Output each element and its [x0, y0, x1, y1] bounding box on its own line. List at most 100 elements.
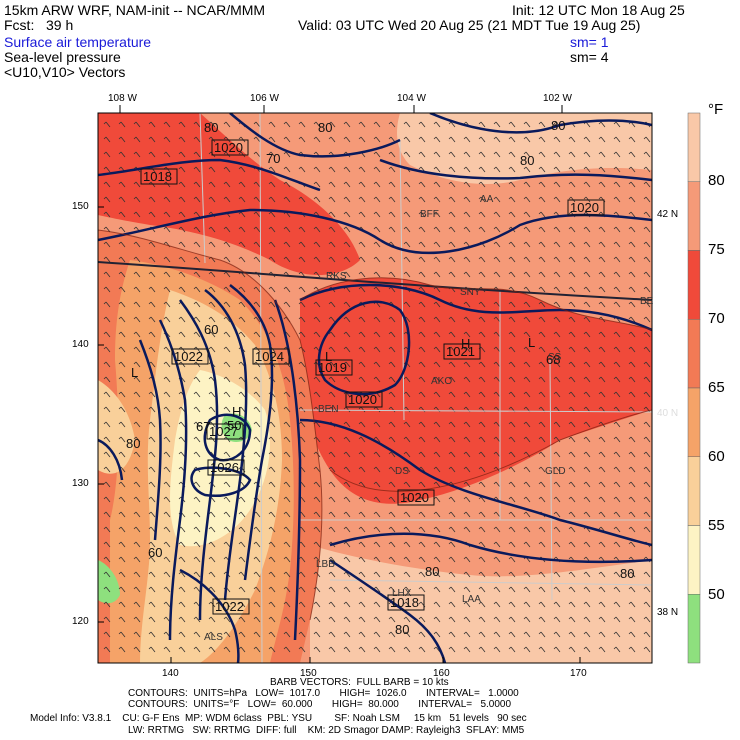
wind-barb — [418, 586, 426, 593]
wind-barb — [493, 481, 501, 488]
wind-barb — [328, 586, 336, 593]
wind-barb — [403, 601, 411, 608]
wind-barb — [223, 631, 231, 638]
wind-barb — [328, 436, 336, 443]
wind-barb — [478, 196, 486, 203]
wind-barb — [553, 571, 561, 578]
wind-barb — [403, 301, 411, 308]
wind-barb — [328, 616, 336, 623]
wind-barb — [418, 181, 426, 188]
wind-barb — [253, 331, 261, 338]
wind-barb — [478, 331, 486, 338]
wind-barb — [283, 541, 291, 548]
wind-barb — [313, 181, 321, 188]
x-tick-150: 150 — [300, 668, 317, 679]
wind-barb — [148, 316, 156, 323]
wind-barb — [553, 361, 561, 368]
wind-barb — [448, 316, 456, 323]
wind-barb — [133, 196, 141, 203]
wind-barb — [178, 331, 186, 338]
wind-barb — [223, 196, 231, 203]
wind-barb — [223, 406, 231, 413]
wind-barb — [103, 601, 111, 608]
wind-barb — [463, 511, 471, 518]
wind-barb — [343, 586, 351, 593]
wind-barb — [493, 526, 501, 533]
wind-barb — [343, 376, 351, 383]
wind-barb — [643, 211, 651, 218]
wind-barb — [583, 646, 591, 653]
station-label: LAA — [462, 594, 481, 605]
wind-barb — [433, 616, 441, 623]
wind-barb — [223, 391, 231, 398]
wind-barb — [163, 511, 171, 518]
wind-barb — [403, 481, 411, 488]
wind-barb — [178, 421, 186, 428]
wind-barb — [103, 451, 111, 458]
wind-barb — [463, 226, 471, 233]
wind-barb — [628, 346, 636, 353]
wind-barb — [118, 391, 126, 398]
wind-barb — [478, 121, 486, 128]
wind-barb — [583, 571, 591, 578]
wind-barb — [253, 556, 261, 563]
wind-barb — [223, 361, 231, 368]
wind-barb — [463, 346, 471, 353]
wind-barb — [358, 571, 366, 578]
wind-barb — [358, 616, 366, 623]
isobar-label-box — [443, 343, 481, 360]
wind-barb — [343, 556, 351, 563]
wind-barb — [283, 466, 291, 473]
wind-barb — [568, 361, 576, 368]
wind-barb — [493, 196, 501, 203]
isobar-label: 1018 — [143, 169, 172, 184]
isobar-label: 1020 — [400, 490, 429, 505]
wind-barb — [463, 181, 471, 188]
wind-barb — [553, 646, 561, 653]
wind-barb — [313, 601, 321, 608]
station-label: LBB — [316, 559, 335, 570]
wind-barb — [628, 316, 636, 323]
wind-barb — [343, 571, 351, 578]
wind-barb — [523, 391, 531, 398]
wind-barb — [433, 121, 441, 128]
wind-barb — [133, 541, 141, 548]
colorbar-swatch — [687, 525, 701, 595]
wind-barb — [523, 151, 531, 158]
wind-barb — [298, 256, 306, 263]
wind-barb — [553, 196, 561, 203]
wind-barb — [373, 601, 381, 608]
wind-barb — [553, 226, 561, 233]
wind-barb — [388, 421, 396, 428]
lon-label-102w: 102 W — [543, 93, 572, 104]
wind-barb — [598, 361, 606, 368]
wind-barb — [403, 526, 411, 533]
wind-barb — [613, 601, 621, 608]
wind-barb — [493, 586, 501, 593]
wind-barb — [373, 361, 381, 368]
wind-barb — [643, 451, 651, 458]
wind-barb — [358, 496, 366, 503]
wind-barb — [358, 211, 366, 218]
wind-barb — [163, 211, 171, 218]
wind-barb — [598, 226, 606, 233]
wind-barb — [493, 511, 501, 518]
wind-barb — [193, 241, 201, 248]
wind-barb — [598, 331, 606, 338]
wind-barb — [418, 151, 426, 158]
wind-barb — [508, 121, 516, 128]
wind-barb — [463, 481, 471, 488]
wind-barb — [133, 331, 141, 338]
wind-barb — [148, 211, 156, 218]
wind-barb — [553, 616, 561, 623]
wind-barb — [403, 271, 411, 278]
wind-barb — [538, 466, 546, 473]
wind-barb — [148, 436, 156, 443]
wind-barb — [163, 646, 171, 653]
isobars — [98, 113, 652, 663]
wind-barb — [343, 436, 351, 443]
wind-barb — [628, 451, 636, 458]
wind-barb — [178, 571, 186, 578]
wind-barb — [493, 271, 501, 278]
wind-barb — [328, 571, 336, 578]
